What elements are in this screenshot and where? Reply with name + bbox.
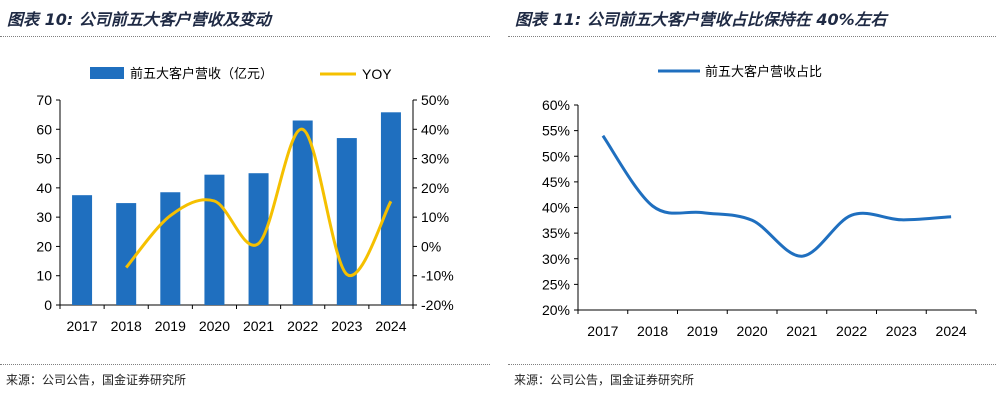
y-tick-label-right: 30%: [421, 151, 449, 167]
y-tick-label: 55%: [542, 123, 570, 139]
x-tick-label: 2018: [637, 323, 668, 339]
y-tick-label-right: 0%: [421, 238, 441, 254]
source-divider: [508, 364, 996, 365]
revenue-share-chart: 前五大客户营收占比 20% 25% 30% 35% 40% 45% 50% 55% 60% 2017…: [542, 64, 977, 339]
x-tick-label: 2022: [287, 318, 318, 334]
x-tick-label: 2021: [786, 323, 817, 339]
x-tick-label: 2023: [331, 318, 362, 334]
y-tick-label-left: 20: [36, 238, 52, 254]
y-tick-label-left: 30: [36, 209, 52, 225]
figure-11-panel: 图表 11: 公司前五大客户营收占比保持在 40%左右 前五大客户营收占比 20%…: [508, 0, 996, 401]
yoy-line: [125, 127, 393, 278]
y-tick-label-left: 50: [36, 151, 52, 167]
y-tick-label: 30%: [542, 251, 570, 267]
revenue-yoy-chart: 前五大客户营收（亿元） YOY 0 10 20 30 40 50 60 70 -20% -10% 0% 1…: [36, 66, 454, 334]
x-tick-label: 2023: [886, 323, 917, 339]
y-tick-label-right: 20%: [421, 180, 449, 196]
y-tick-label-left: 60: [36, 121, 52, 137]
y-tick-label: 20%: [542, 302, 570, 318]
y-tick-label: 60%: [542, 97, 570, 113]
y-tick-label-right: -20%: [421, 297, 454, 313]
x-tick-label: 2024: [936, 323, 967, 339]
bar-2022: [292, 120, 313, 305]
source-note: 来源：公司公告，国金证券研究所: [6, 373, 187, 387]
figure-11-title: 图表 11: 公司前五大客户营收占比保持在 40%左右: [515, 10, 887, 29]
legend-label-revenue: 前五大客户营收（亿元）: [130, 66, 273, 82]
chart-legend: 前五大客户营收（亿元） YOY: [90, 66, 392, 82]
x-tick-label: 2018: [111, 318, 142, 334]
y-tick-label-right: 10%: [421, 209, 449, 225]
title-divider: [508, 36, 996, 37]
chart-legend: 前五大客户营收占比: [658, 64, 822, 80]
y-tick-label-right: -10%: [421, 268, 454, 284]
x-tick-label: 2021: [243, 318, 274, 334]
y-tick-label: 50%: [542, 148, 570, 164]
y-tick-label: 45%: [542, 174, 570, 190]
y-tick-label-right: 40%: [421, 121, 449, 137]
legend-label-yoy: YOY: [362, 66, 392, 82]
bar-2017: [72, 195, 93, 305]
y-tick-label-right: 50%: [421, 92, 449, 108]
x-tick-label: 2019: [155, 318, 186, 334]
bar-2020: [204, 174, 225, 305]
y-tick-label-left: 0: [44, 297, 52, 313]
y-tick-label-left: 70: [36, 92, 52, 108]
legend-swatch-bar: [90, 67, 124, 79]
x-tick-label: 2017: [587, 323, 618, 339]
bar-2018: [116, 203, 137, 305]
y-tick-label: 25%: [542, 276, 570, 292]
x-tick-label: 2017: [66, 318, 97, 334]
figure-10-title: 图表 10: 公司前五大客户营收及变动: [7, 10, 271, 29]
y-tick-label-left: 10: [36, 268, 52, 284]
source-note: 来源：公司公告，国金证券研究所: [514, 373, 695, 387]
y-tick-label: 35%: [542, 225, 570, 241]
x-tick-label: 2020: [199, 318, 230, 334]
bar-2024: [380, 112, 401, 305]
bar-2021: [248, 173, 269, 305]
x-tick-label: 2019: [687, 323, 718, 339]
x-tick-label: 2020: [737, 323, 768, 339]
x-tick-label: 2022: [836, 323, 867, 339]
figure-10-panel: 图表 10: 公司前五大客户营收及变动 前五大客户营收（亿元） YOY 0 10 20 3…: [0, 0, 490, 401]
source-divider: [0, 364, 490, 365]
share-line: [601, 134, 952, 258]
title-divider: [0, 36, 490, 37]
y-tick-label: 40%: [542, 200, 570, 216]
y-tick-label-left: 40: [36, 180, 52, 196]
legend-label-share: 前五大客户营收占比: [705, 64, 822, 80]
x-tick-label: 2024: [375, 318, 406, 334]
bar-2023: [336, 138, 357, 305]
